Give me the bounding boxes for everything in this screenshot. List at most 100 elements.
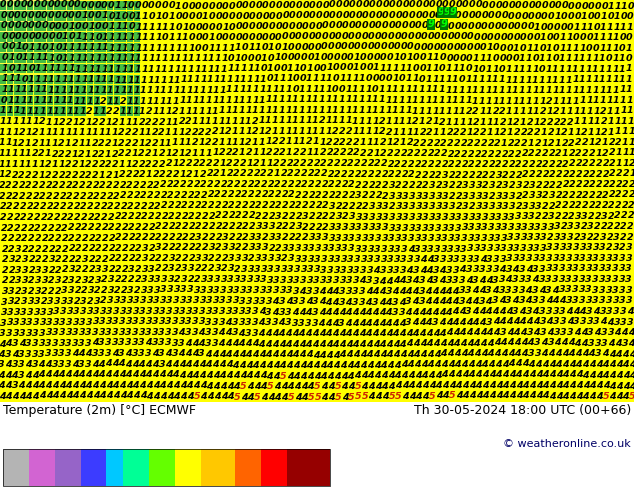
Text: 0: 0: [465, 65, 472, 74]
Text: 2: 2: [191, 128, 198, 137]
Text: 1: 1: [212, 148, 219, 157]
Text: 0: 0: [148, 1, 155, 10]
Text: 1: 1: [246, 85, 252, 94]
Text: 3: 3: [489, 202, 496, 211]
Text: 2: 2: [129, 254, 135, 263]
Text: 1: 1: [281, 43, 288, 52]
Text: 4: 4: [499, 265, 506, 274]
Text: 2: 2: [232, 148, 239, 157]
Text: 2: 2: [466, 107, 472, 116]
Text: 2: 2: [341, 170, 347, 179]
Text: 1: 1: [373, 138, 380, 147]
Text: 1: 1: [108, 65, 115, 74]
Text: 2: 2: [46, 181, 52, 190]
Text: 4: 4: [574, 328, 581, 337]
Text: 0: 0: [295, 11, 302, 20]
Text: 2: 2: [209, 254, 215, 263]
Text: 3: 3: [279, 297, 286, 306]
Text: 3: 3: [341, 245, 348, 253]
Text: 2: 2: [7, 213, 13, 222]
Text: 3: 3: [432, 318, 439, 327]
Text: 0: 0: [321, 43, 328, 51]
Text: 3: 3: [521, 233, 527, 243]
Text: 3: 3: [98, 339, 105, 347]
Text: 0: 0: [522, 1, 528, 10]
Text: 5: 5: [348, 392, 355, 401]
Bar: [81, 43, 86, 52]
Text: 4: 4: [152, 360, 158, 368]
Text: 0: 0: [273, 64, 280, 73]
Text: 4: 4: [382, 382, 388, 391]
Text: 3: 3: [280, 276, 287, 285]
Text: 4: 4: [273, 297, 279, 306]
Text: 3: 3: [626, 275, 632, 284]
Text: 3: 3: [11, 360, 18, 369]
Text: 4: 4: [494, 339, 500, 347]
Text: 2: 2: [188, 275, 194, 284]
Text: 1: 1: [467, 128, 473, 137]
Text: 2: 2: [216, 222, 222, 231]
Text: 3: 3: [409, 202, 416, 211]
Text: 3: 3: [459, 276, 465, 285]
Text: 2: 2: [26, 192, 32, 201]
Text: 4: 4: [186, 370, 192, 380]
Text: 5: 5: [389, 392, 395, 401]
Text: 4: 4: [545, 296, 552, 305]
Text: 1: 1: [385, 85, 392, 94]
Text: 0: 0: [413, 64, 419, 73]
Text: 2: 2: [178, 118, 185, 126]
Text: 0: 0: [520, 33, 527, 42]
Text: 0: 0: [354, 42, 361, 51]
Text: 2: 2: [583, 159, 589, 168]
Text: 2: 2: [589, 180, 596, 189]
Text: 1: 1: [621, 127, 628, 136]
Text: 0: 0: [372, 85, 378, 94]
Text: 4: 4: [485, 296, 492, 306]
Text: 0: 0: [242, 44, 248, 52]
Text: 3: 3: [369, 223, 375, 232]
Text: 1: 1: [626, 65, 632, 74]
Text: 3: 3: [593, 243, 600, 252]
Text: 2: 2: [309, 222, 316, 232]
Text: 2: 2: [146, 181, 153, 190]
Text: 1: 1: [619, 75, 626, 84]
Text: 0: 0: [75, 11, 81, 20]
Text: 2: 2: [132, 128, 138, 137]
Text: 0: 0: [48, 32, 55, 41]
Text: 4: 4: [519, 317, 526, 326]
Text: 4: 4: [200, 382, 207, 391]
Text: 1: 1: [621, 117, 628, 126]
Text: 0: 0: [339, 85, 346, 94]
Text: 2: 2: [32, 171, 38, 180]
Text: 1: 1: [346, 74, 353, 83]
Text: 4: 4: [628, 339, 634, 348]
Text: 3: 3: [573, 243, 579, 252]
Text: 1: 1: [252, 96, 259, 104]
Text: 1: 1: [100, 107, 106, 116]
Text: 0: 0: [628, 1, 634, 10]
Text: 1: 1: [205, 148, 212, 157]
Text: 1: 1: [155, 23, 162, 32]
Text: 1: 1: [18, 149, 25, 158]
Text: 2: 2: [515, 171, 522, 179]
Text: 4: 4: [474, 349, 481, 358]
Bar: [74, 22, 80, 31]
Text: 2: 2: [374, 159, 381, 169]
Text: 4: 4: [112, 360, 119, 368]
Text: 3: 3: [205, 328, 212, 337]
Text: 2: 2: [569, 201, 575, 210]
Text: 3: 3: [161, 275, 167, 284]
Text: 4: 4: [583, 392, 589, 401]
Text: 3: 3: [529, 202, 535, 211]
Text: 4: 4: [78, 349, 85, 358]
Text: 4: 4: [247, 392, 254, 402]
Bar: [7, 85, 13, 95]
Bar: [113, 96, 120, 105]
Text: 3: 3: [234, 275, 240, 284]
Text: 1: 1: [27, 96, 34, 105]
Text: 0: 0: [134, 1, 141, 10]
Text: 4: 4: [426, 339, 433, 348]
Text: 1: 1: [246, 159, 253, 168]
Text: 2: 2: [335, 191, 342, 200]
Text: 2: 2: [547, 118, 553, 127]
